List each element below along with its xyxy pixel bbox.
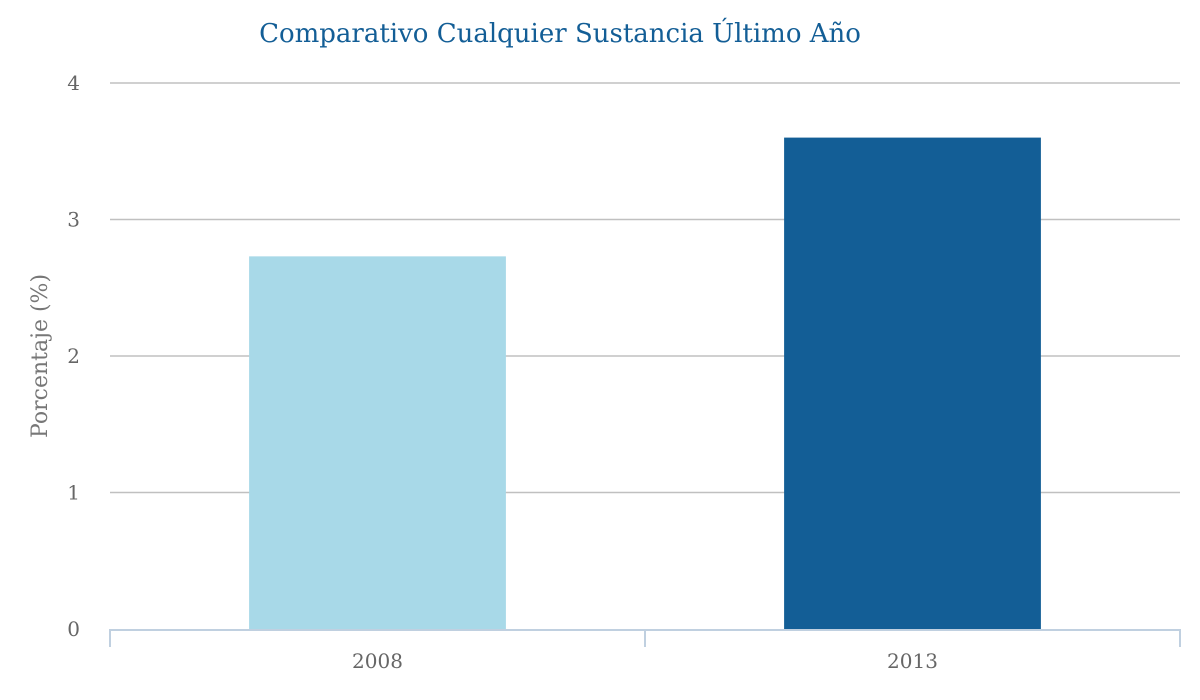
- y-axis-title: Porcentaje (%): [28, 274, 53, 438]
- y-tick-label: 3: [67, 208, 80, 232]
- x-tick-label: 2013: [887, 649, 938, 673]
- x-tick-labels: 2008 2013: [352, 649, 938, 673]
- x-axis: [109, 629, 1181, 647]
- y-tick-labels: 0 1 2 3 4: [67, 71, 80, 641]
- x-tick-label: 2008: [352, 649, 403, 673]
- bar-2008: [249, 256, 506, 629]
- bar-2013: [784, 137, 1041, 629]
- chart-title: Comparativo Cualquier Sustancia Último A…: [259, 17, 861, 49]
- y-tick-label: 4: [67, 71, 80, 95]
- y-tick-label: 2: [67, 344, 80, 368]
- y-tick-label: 1: [67, 481, 80, 505]
- y-tick-label: 0: [67, 617, 80, 641]
- bars: [249, 137, 1041, 629]
